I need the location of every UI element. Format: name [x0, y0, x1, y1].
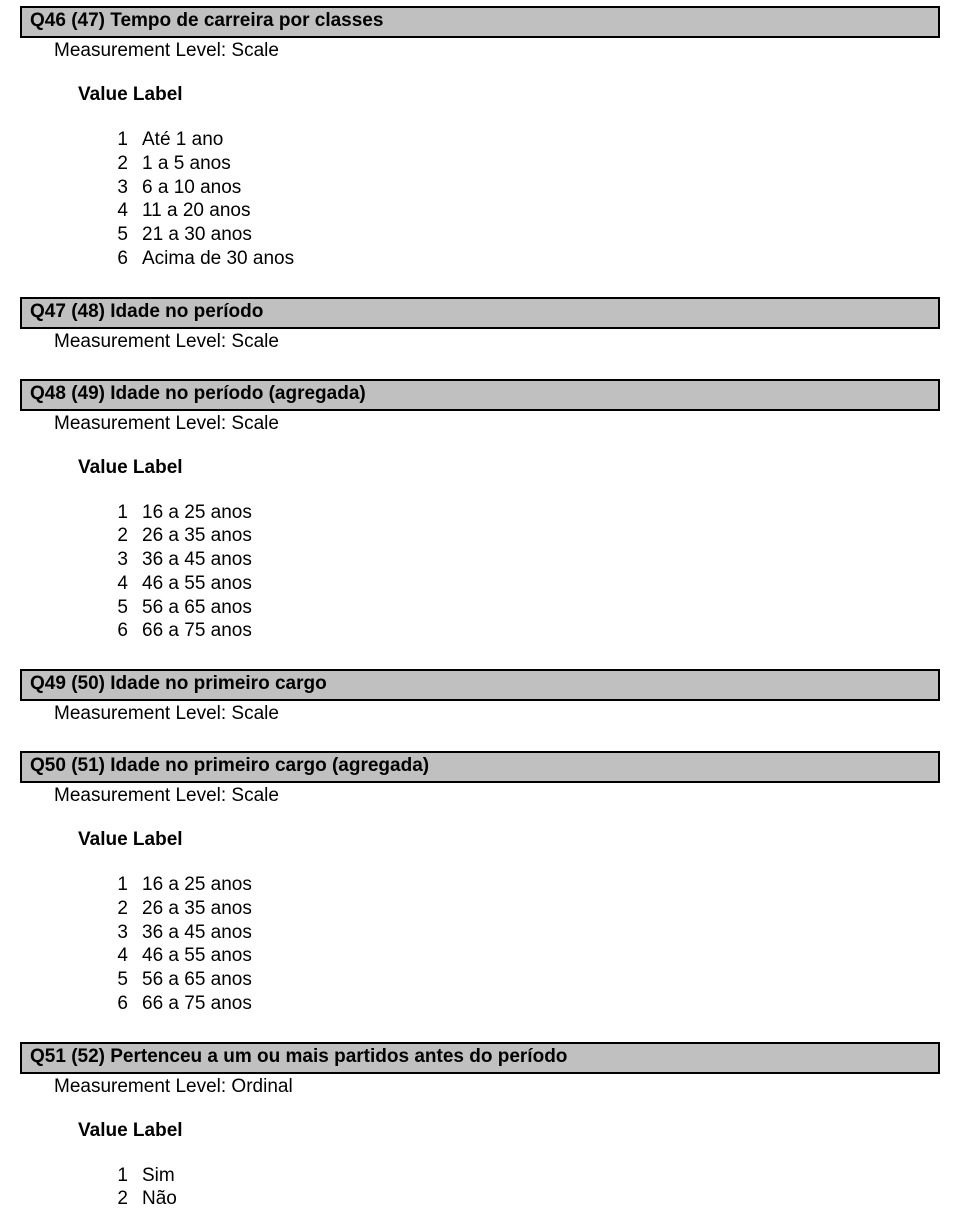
value-number: 2: [20, 152, 142, 176]
section-title: Q50 (51) Idade no primeiro cargo (agrega…: [30, 755, 429, 776]
measurement-level: Measurement Level: Scale: [20, 785, 940, 807]
value-row: 226 a 35 anos: [20, 897, 940, 921]
measurement-level: Measurement Level: Ordinal: [20, 1076, 940, 1098]
value-row: 336 a 45 anos: [20, 548, 940, 572]
page: Q46 (47) Tempo de carreira por classes Me…: [0, 0, 960, 1231]
section-title: Q49 (50) Idade no primeiro cargo: [30, 673, 327, 694]
section-header: Q49 (50) Idade no primeiro cargo: [20, 669, 940, 701]
value-number: 4: [20, 572, 142, 596]
value-label-heading-text: Value Label: [78, 829, 183, 850]
section-title: Q47 (48) Idade no período: [30, 301, 263, 322]
section-header: Q51 (52) Pertenceu a um ou mais partidos…: [20, 1042, 940, 1074]
value-list: 116 a 25 anos226 a 35 anos336 a 45 anos4…: [20, 873, 940, 1016]
value-label-heading: Value Label: [20, 829, 940, 851]
measurement-level-text: Measurement Level: Scale: [54, 413, 279, 434]
value-row: 21 a 5 anos: [20, 152, 940, 176]
value-number: 4: [20, 944, 142, 968]
value-list: 1Sim2Não: [20, 1164, 940, 1212]
value-label: 56 a 65 anos: [142, 968, 940, 992]
value-row: 666 a 75 anos: [20, 992, 940, 1016]
value-label: 36 a 45 anos: [142, 921, 940, 945]
value-label: Não: [142, 1187, 940, 1211]
value-number: 1: [20, 128, 142, 152]
measurement-level-text: Measurement Level: Scale: [54, 785, 279, 806]
value-number: 4: [20, 199, 142, 223]
value-label: 66 a 75 anos: [142, 619, 940, 643]
measurement-level: Measurement Level: Scale: [20, 331, 940, 353]
value-label: 1 a 5 anos: [142, 152, 940, 176]
value-row: 226 a 35 anos: [20, 524, 940, 548]
measurement-level-text: Measurement Level: Scale: [54, 40, 279, 61]
value-label: Até 1 ano: [142, 128, 940, 152]
value-number: 3: [20, 921, 142, 945]
value-row: 336 a 45 anos: [20, 921, 940, 945]
value-label: 21 a 30 anos: [142, 223, 940, 247]
value-list: 1Até 1 ano21 a 5 anos36 a 10 anos411 a 2…: [20, 128, 940, 271]
value-row: 1Sim: [20, 1164, 940, 1188]
value-number: 2: [20, 1187, 142, 1211]
value-label: 56 a 65 anos: [142, 596, 940, 620]
value-row: 556 a 65 anos: [20, 596, 940, 620]
section-header: Q47 (48) Idade no período: [20, 297, 940, 329]
section-title: Q48 (49) Idade no período (agregada): [30, 383, 366, 404]
value-list: 116 a 25 anos226 a 35 anos336 a 45 anos4…: [20, 501, 940, 644]
value-number: 3: [20, 548, 142, 572]
measurement-level-text: Measurement Level: Scale: [54, 703, 279, 724]
value-label: 16 a 25 anos: [142, 501, 940, 525]
value-number: 2: [20, 897, 142, 921]
value-number: 5: [20, 596, 142, 620]
section-title: Q51 (52) Pertenceu a um ou mais partidos…: [30, 1046, 567, 1067]
value-label: 6 a 10 anos: [142, 176, 940, 200]
value-row: 116 a 25 anos: [20, 873, 940, 897]
value-label: 46 a 55 anos: [142, 572, 940, 596]
value-number: 6: [20, 619, 142, 643]
value-label: 66 a 75 anos: [142, 992, 940, 1016]
value-label: Sim: [142, 1164, 940, 1188]
value-label: 11 a 20 anos: [142, 199, 940, 223]
value-label-heading-text: Value Label: [78, 84, 183, 105]
value-number: 2: [20, 524, 142, 548]
value-number: 1: [20, 1164, 142, 1188]
value-row: 1Até 1 ano: [20, 128, 940, 152]
value-row: 411 a 20 anos: [20, 199, 940, 223]
value-label: 26 a 35 anos: [142, 897, 940, 921]
value-row: 446 a 55 anos: [20, 944, 940, 968]
value-label: 26 a 35 anos: [142, 524, 940, 548]
value-number: 6: [20, 992, 142, 1016]
value-number: 3: [20, 176, 142, 200]
value-row: 556 a 65 anos: [20, 968, 940, 992]
value-label: 16 a 25 anos: [142, 873, 940, 897]
section-header: Q50 (51) Idade no primeiro cargo (agrega…: [20, 751, 940, 783]
value-row: 116 a 25 anos: [20, 501, 940, 525]
value-label-heading-text: Value Label: [78, 457, 183, 478]
value-label-heading: Value Label: [20, 1120, 940, 1142]
value-label-heading-text: Value Label: [78, 1120, 183, 1141]
value-row: 2Não: [20, 1187, 940, 1211]
section-header: Q48 (49) Idade no período (agregada): [20, 379, 940, 411]
value-label-heading: Value Label: [20, 457, 940, 479]
value-number: 5: [20, 968, 142, 992]
value-row: 6Acima de 30 anos: [20, 247, 940, 271]
measurement-level: Measurement Level: Scale: [20, 703, 940, 725]
section-title: Q46 (47) Tempo de carreira por classes: [30, 10, 383, 31]
value-number: 6: [20, 247, 142, 271]
value-number: 1: [20, 501, 142, 525]
value-number: 1: [20, 873, 142, 897]
section-header: Q46 (47) Tempo de carreira por classes: [20, 6, 940, 38]
measurement-level-text: Measurement Level: Ordinal: [54, 1076, 293, 1097]
measurement-level: Measurement Level: Scale: [20, 40, 940, 62]
value-row: 446 a 55 anos: [20, 572, 940, 596]
value-label: 36 a 45 anos: [142, 548, 940, 572]
value-row: 521 a 30 anos: [20, 223, 940, 247]
value-label: Acima de 30 anos: [142, 247, 940, 271]
value-label-heading: Value Label: [20, 84, 940, 106]
value-row: 666 a 75 anos: [20, 619, 940, 643]
measurement-level-text: Measurement Level: Scale: [54, 331, 279, 352]
measurement-level: Measurement Level: Scale: [20, 413, 940, 435]
value-label: 46 a 55 anos: [142, 944, 940, 968]
value-row: 36 a 10 anos: [20, 176, 940, 200]
value-number: 5: [20, 223, 142, 247]
